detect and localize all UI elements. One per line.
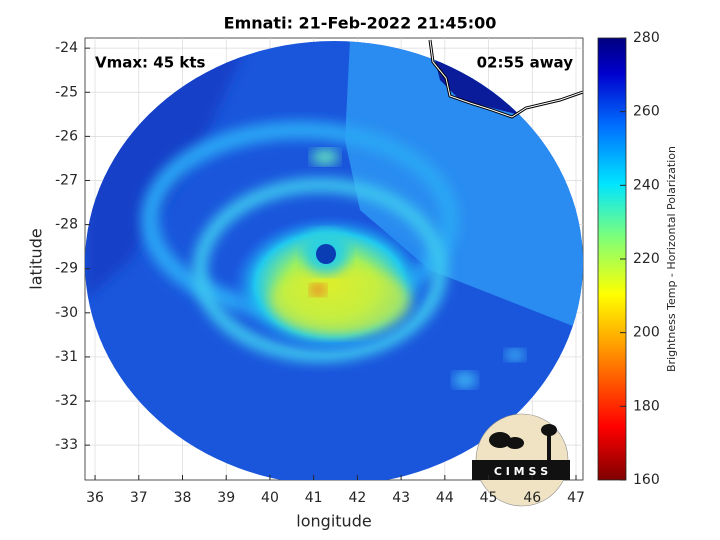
x-axis-label: longitude: [296, 512, 371, 531]
y-tick-label: -28: [55, 217, 78, 233]
colorbar-tick-label: 160: [633, 472, 660, 488]
y-tick-label: -26: [55, 128, 78, 144]
x-tick-label: 46: [523, 490, 541, 506]
colorbar-tick-label: 180: [633, 398, 660, 414]
colorbar-tick-label: 260: [633, 104, 660, 120]
annotation: 02:55 away: [477, 54, 574, 72]
colorbar-tick-label: 220: [633, 251, 660, 267]
logo-text: C I M S S: [494, 465, 548, 478]
x-tick-label: 36: [86, 490, 104, 506]
y-axis-label: latitude: [27, 228, 46, 289]
x-tick-label: 45: [480, 490, 498, 506]
chart-title: Emnati: 21-Feb-2022 21:45:00: [224, 14, 497, 33]
x-tick-label: 39: [217, 490, 235, 506]
y-tick-label: -27: [55, 172, 78, 188]
colorbar-label: Brightness Temp - Horizontal Polarizatio…: [665, 146, 678, 372]
y-tick-label: -33: [55, 437, 78, 453]
x-tick-label: 40: [261, 490, 279, 506]
y-tick-label: -30: [55, 305, 78, 321]
y-tick-label: -31: [55, 349, 78, 365]
annotation: Vmax: 45 kts: [95, 54, 205, 72]
colorbar-tick-label: 280: [633, 30, 660, 46]
logo: C I M S S: [472, 413, 570, 507]
x-tick-label: 44: [436, 490, 454, 506]
x-tick-label: 38: [174, 490, 192, 506]
colorbar-tick-label: 200: [633, 325, 660, 341]
x-tick-label: 41: [305, 490, 323, 506]
x-tick-label: 42: [348, 490, 366, 506]
y-tick-label: -29: [55, 261, 78, 277]
x-tick-label: 37: [130, 490, 148, 506]
colorbar-tick-label: 240: [633, 177, 660, 193]
x-tick-label: 43: [392, 490, 410, 506]
y-tick-label: -32: [55, 393, 78, 409]
x-tick-label: 47: [567, 490, 585, 506]
y-tick-label: -25: [55, 84, 78, 100]
y-tick-label: -24: [55, 40, 78, 56]
